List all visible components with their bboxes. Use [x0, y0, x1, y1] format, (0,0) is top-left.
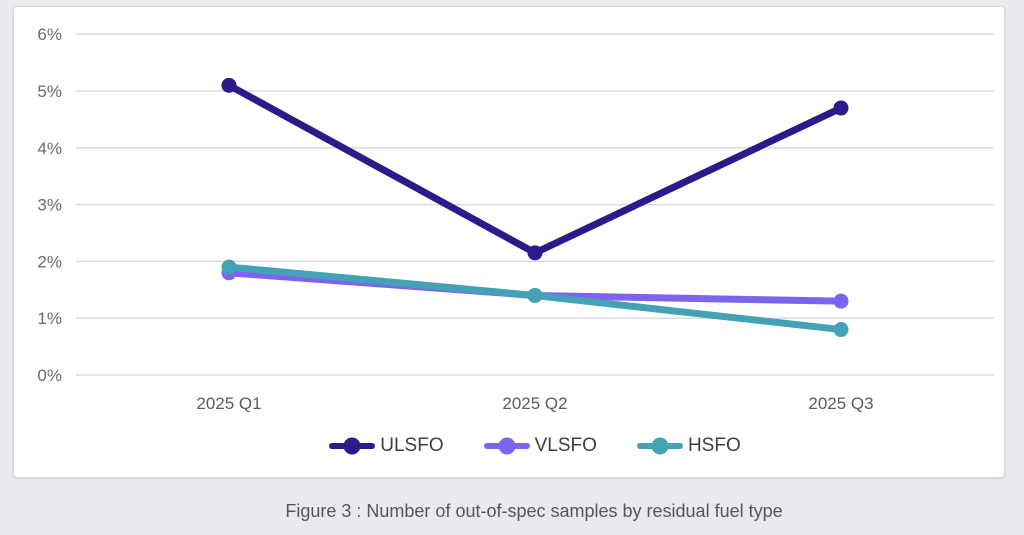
- y-axis-tick-label: 5%: [37, 82, 62, 101]
- data-point-hsfo: [527, 287, 543, 303]
- figure-caption: Figure 3 : Number of out-of-spec samples…: [285, 501, 783, 521]
- legend-item-ulsfo: ULSFO: [329, 435, 444, 457]
- y-axis-tick-label: 3%: [37, 196, 62, 215]
- legend-item-vlsfo: VLSFO: [483, 435, 597, 457]
- legend-item-hsfo: HSFO: [636, 435, 741, 457]
- legend-dot-icon: [343, 437, 361, 455]
- series-line-ulsfo: [225, 81, 845, 257]
- data-point-vlsfo: [833, 293, 849, 309]
- y-axis-tick-label: 2%: [37, 252, 62, 271]
- legend-dot-icon: [498, 437, 516, 455]
- data-point-ulsfo: [527, 245, 543, 261]
- legend-label: HSFO: [687, 435, 741, 456]
- legend-line-marker-icon: [636, 437, 683, 455]
- x-axis-category-label: 2025 Q1: [196, 394, 261, 413]
- chart-card: 0% 1% 2% 3% 4% 5% 6% 2025 Q1 2025 Q2 2025 Q3 ULSF…: [13, 6, 1005, 478]
- x-axis-category-label: 2025 Q2: [502, 394, 567, 413]
- data-point-hsfo: [221, 259, 237, 275]
- data-point-ulsfo: [833, 100, 849, 116]
- y-axis-tick-label: 0%: [37, 366, 62, 385]
- legend-line-marker-icon: [329, 437, 376, 455]
- line-chart: 0% 1% 2% 3% 4% 5% 6% 2025 Q1 2025 Q2 2025 Q3: [37, 25, 994, 413]
- y-axis-tick-label: 1%: [37, 309, 62, 328]
- data-point-ulsfo: [221, 77, 237, 93]
- y-axis-tick-label: 4%: [37, 139, 62, 158]
- legend-dot-icon: [651, 437, 669, 455]
- y-axis-tick-label: 6%: [37, 25, 62, 44]
- legend-label: ULSFO: [380, 435, 444, 456]
- legend-line-marker-icon: [483, 437, 530, 455]
- data-point-hsfo: [833, 322, 849, 338]
- chart-legend: ULSFO VLSFO HSFO: [76, 431, 994, 461]
- x-axis-category-label: 2025 Q3: [808, 394, 873, 413]
- legend-label: VLSFO: [534, 435, 597, 456]
